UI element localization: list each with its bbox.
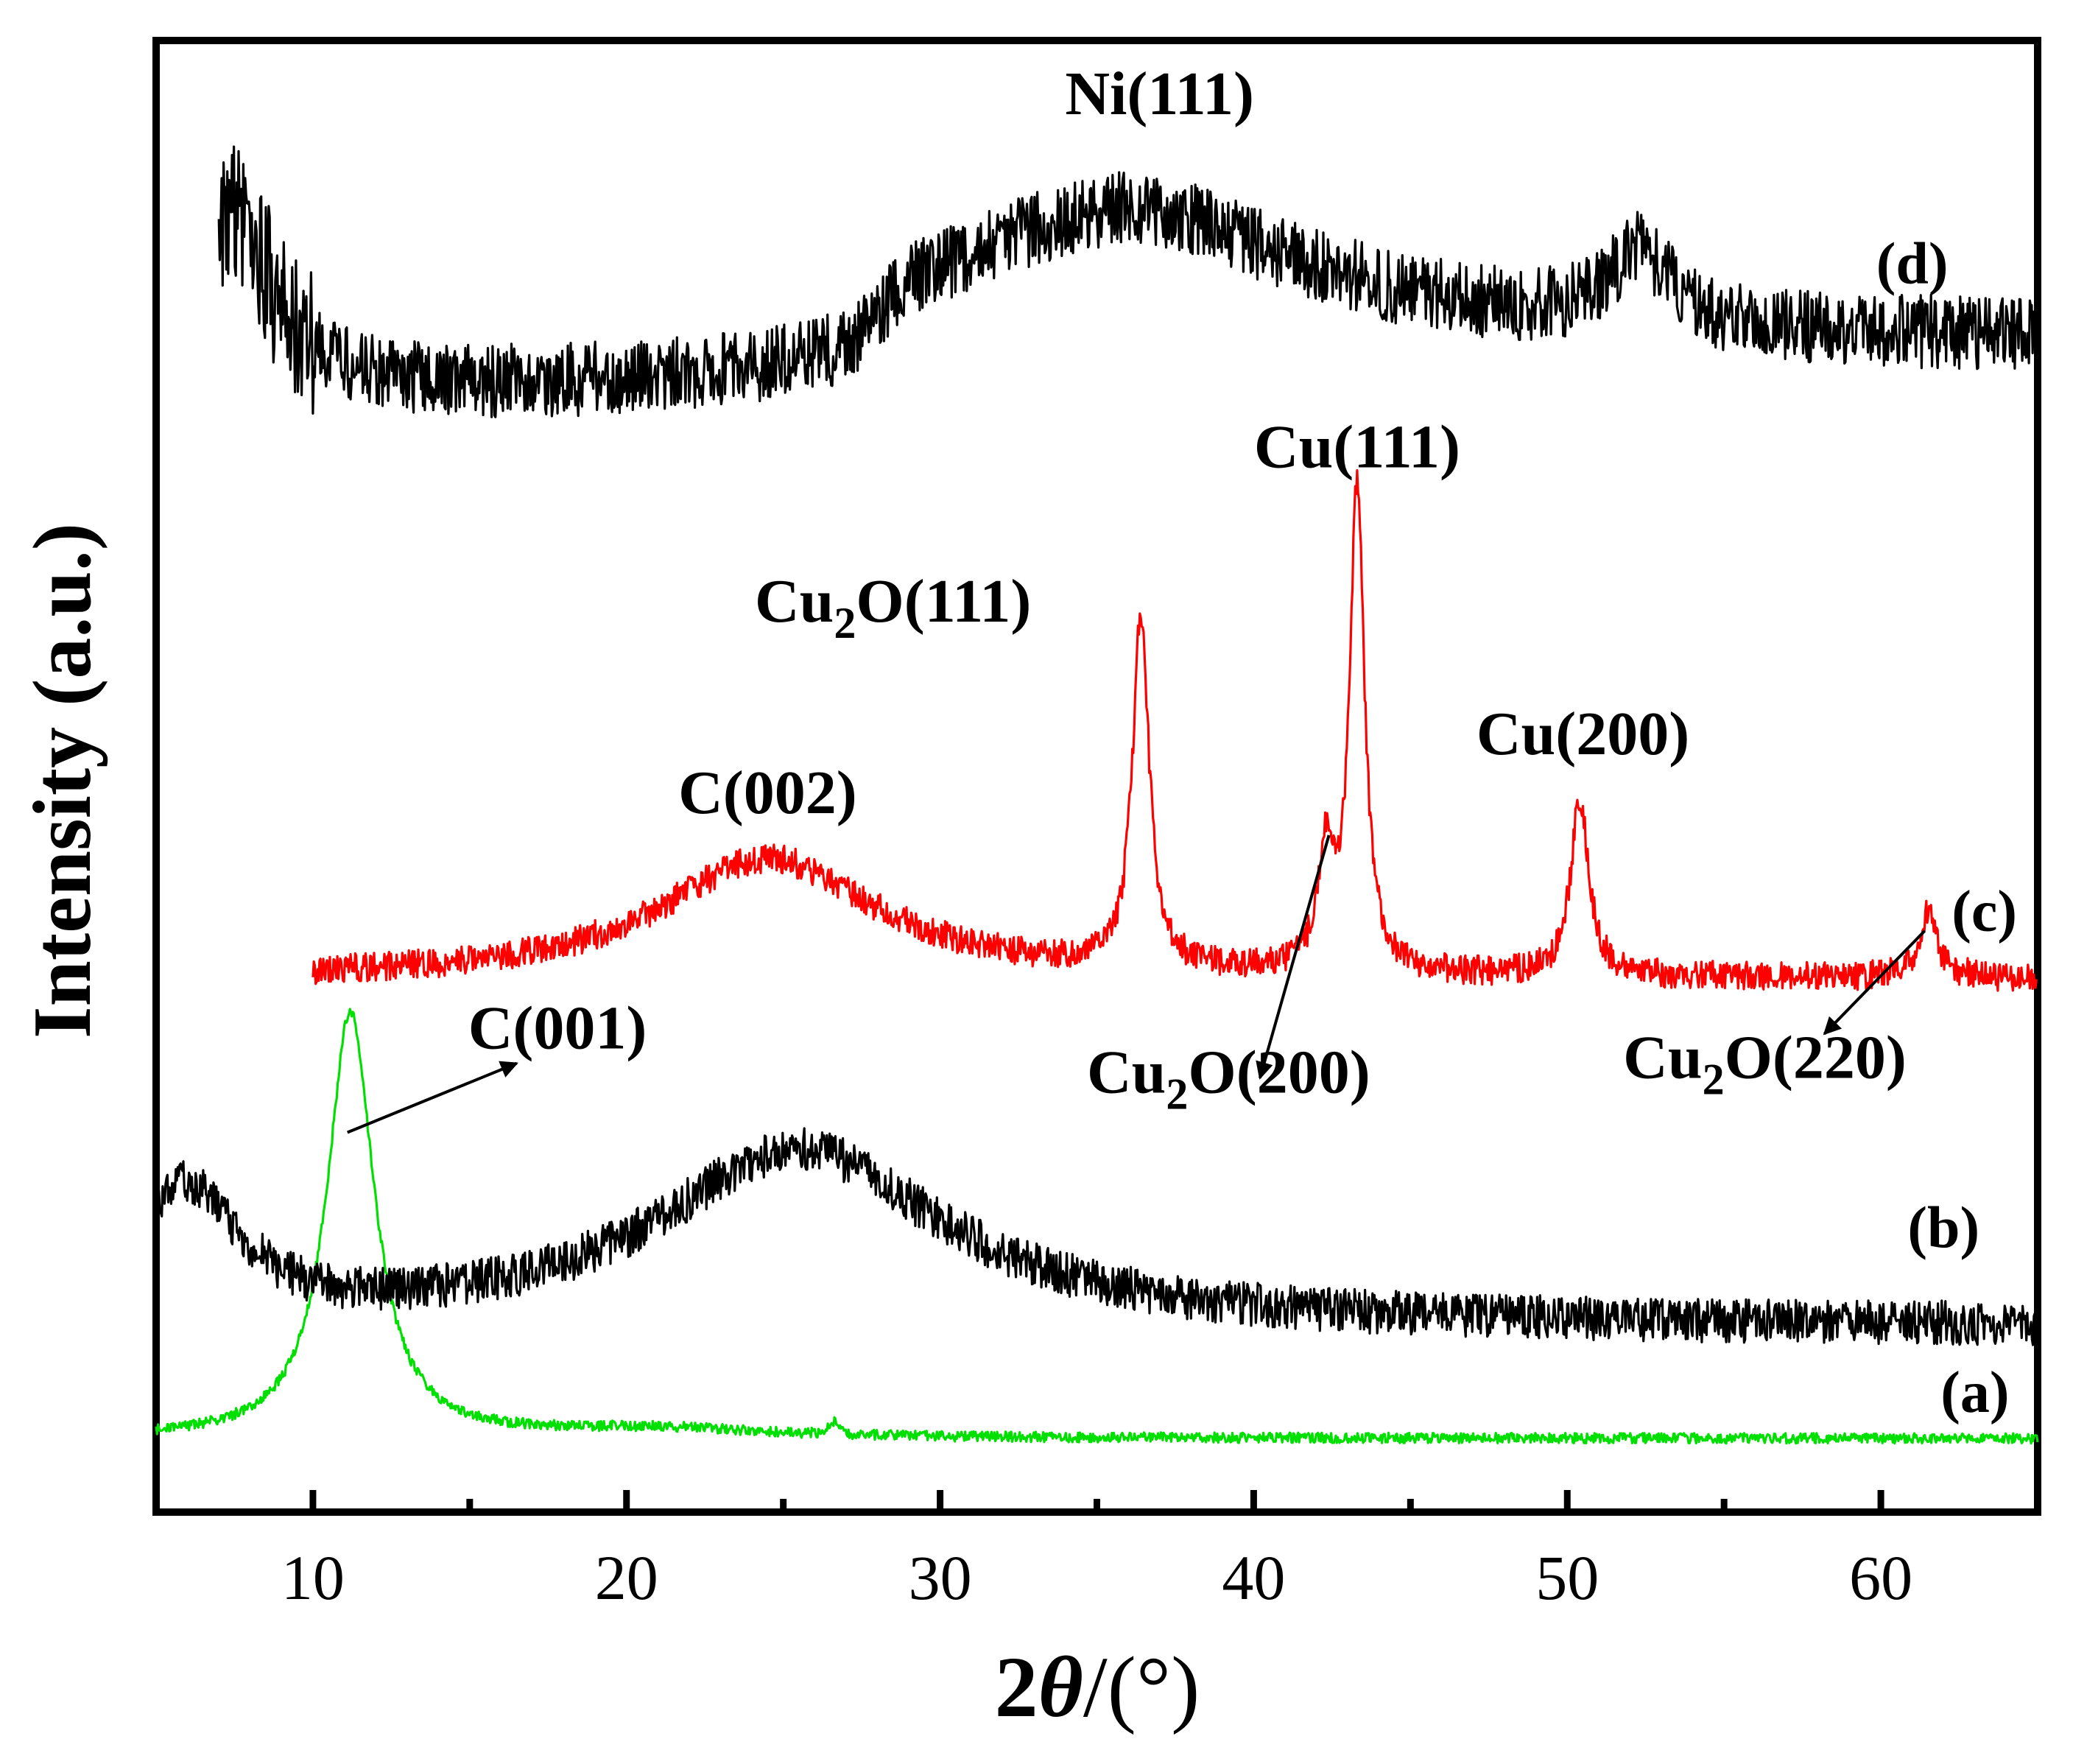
- series-label-4: (d): [1876, 232, 1949, 297]
- annotation-main: Cu: [755, 567, 834, 636]
- annotation-c001: C(001): [468, 994, 647, 1063]
- annotation-cu2o111: Cu2O(111): [755, 567, 1031, 647]
- annotation-subscript: 2: [834, 599, 856, 647]
- annotation-main: Ni(111): [1065, 60, 1254, 128]
- series-label-2: (b): [1907, 1195, 1979, 1260]
- series-lines: [155, 145, 2039, 1445]
- series-label-1: (a): [1940, 1360, 2009, 1425]
- chart-labels: Ni(111)Cu(111)Cu2O(111)C(002)Cu(200)C(00…: [468, 60, 2017, 1425]
- series-line-4: [217, 145, 2039, 418]
- x-ticks: 10 20 30 40 50 60: [281, 1490, 1912, 1613]
- annotation-main: Cu: [1087, 1039, 1166, 1107]
- x-tick-label: 60: [1849, 1542, 1912, 1613]
- annotation-subscript: 2: [1166, 1070, 1188, 1119]
- annotation-main: C(002): [678, 759, 857, 827]
- annotation-main: Cu(111): [1254, 412, 1460, 481]
- annotation-arrows: [347, 834, 1926, 1134]
- x-tick-label: 50: [1535, 1542, 1599, 1613]
- annotation-cu2o220: Cu2O(220): [1623, 1024, 1907, 1104]
- x-axis-title-prefix: 2: [995, 1639, 1038, 1735]
- annotation-arrow-cu2o200: [1256, 834, 1331, 1080]
- annotation-subscript: 2: [1703, 1055, 1725, 1104]
- annotation-arrow-c001: [347, 1061, 518, 1134]
- annotation-cu111: Cu(111): [1254, 412, 1460, 481]
- annotation-main: Cu(200): [1477, 700, 1689, 768]
- annotation-main: C(001): [468, 994, 647, 1063]
- annotation-rest: O(111): [856, 567, 1031, 636]
- series-line-2: [155, 1127, 2039, 1346]
- annotation-rest: O(200): [1188, 1039, 1370, 1107]
- x-axis-title-unit: /(°): [1083, 1639, 1200, 1735]
- annotation-main: Cu: [1623, 1024, 1702, 1092]
- y-axis-title: Intensity (a.u.): [17, 523, 108, 1039]
- series-label-3: (c): [1951, 879, 2017, 944]
- x-axis-title: 2θ/(°): [995, 1639, 1200, 1735]
- annotation-arrow-cu2o220: [1823, 930, 1926, 1036]
- x-axis-title-theta: θ: [1038, 1639, 1083, 1735]
- series-line-3: [312, 468, 2038, 992]
- x-tick-label: 10: [281, 1542, 345, 1613]
- annotation-rest: O(220): [1725, 1024, 1907, 1092]
- x-tick-label: 20: [595, 1542, 658, 1613]
- annotation-cu2o200: Cu2O(200): [1087, 1039, 1370, 1119]
- annotation-ni111: Ni(111): [1065, 60, 1254, 128]
- annotation-cu200: Cu(200): [1477, 700, 1689, 768]
- annotation-c002: C(002): [678, 759, 857, 827]
- x-tick-label: 30: [909, 1542, 972, 1613]
- series-line-1: [155, 1008, 2039, 1445]
- x-tick-label: 40: [1222, 1542, 1285, 1613]
